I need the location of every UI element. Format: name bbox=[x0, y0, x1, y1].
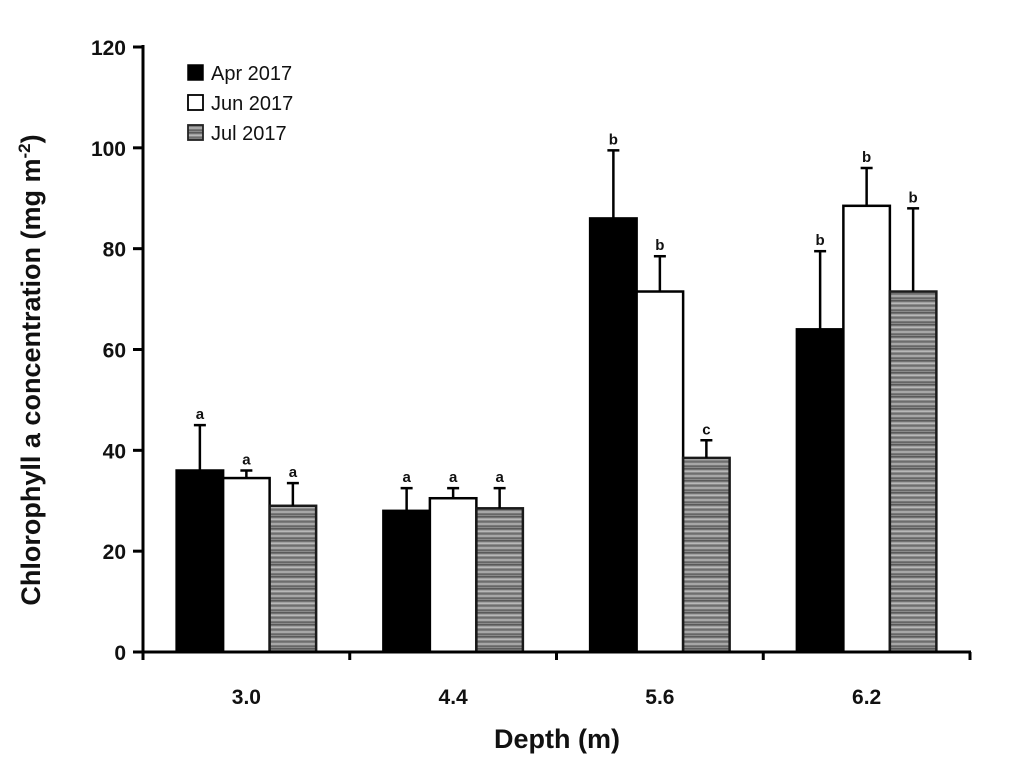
y-tick-label: 20 bbox=[103, 541, 126, 564]
y-tick-label: 80 bbox=[103, 239, 126, 262]
y-ticks: 0 20 40 60 80 100 120 bbox=[91, 37, 143, 665]
sig-label-apr-2017-4-4: a bbox=[402, 469, 411, 486]
legend: Apr 2017 Jun 2017 Jul 2017 bbox=[187, 63, 293, 145]
sig-label-jun-2017-4-4: a bbox=[449, 469, 458, 486]
sig-label-apr-2017-3-0: a bbox=[196, 406, 205, 423]
significance-labels: a a a a a a b b c b b b bbox=[196, 131, 918, 486]
bar-jul-2017-4-4 bbox=[475, 507, 525, 654]
sig-label-jul-2017-4-4: a bbox=[495, 469, 504, 486]
legend-label-apr-2017: Apr 2017 bbox=[211, 63, 292, 85]
bar-apr-2017-6-2 bbox=[795, 328, 845, 654]
sig-label-jul-2017-6-2: b bbox=[909, 189, 918, 206]
sig-label-jun-2017-5-6: b bbox=[655, 237, 664, 254]
x-tick-label: 6.2 bbox=[852, 686, 881, 709]
bar-apr-2017-3-0 bbox=[175, 469, 225, 654]
bar-apr-2017-5-6 bbox=[588, 217, 638, 654]
bar-jul-2017-5-6 bbox=[681, 456, 731, 654]
bar-apr-2017-4-4 bbox=[382, 509, 432, 654]
x-tick-label: 5.6 bbox=[645, 686, 674, 709]
legend-swatch-jul-2017 bbox=[187, 124, 204, 141]
y-axis-title: Chlorophyll a concentration (mg m-2) bbox=[15, 134, 46, 605]
y-tick-label: 0 bbox=[114, 642, 126, 665]
sig-label-jun-2017-6-2: b bbox=[862, 149, 871, 166]
sig-label-jul-2017-5-6: c bbox=[702, 421, 710, 438]
sig-label-apr-2017-5-6: b bbox=[609, 131, 618, 148]
sig-label-apr-2017-6-2: b bbox=[816, 232, 825, 249]
sig-label-jul-2017-3-0: a bbox=[289, 464, 298, 481]
legend-label-jul-2017: Jul 2017 bbox=[211, 123, 287, 145]
bar-jul-2017-3-0 bbox=[268, 504, 318, 654]
legend-item-jun-2017: Jun 2017 bbox=[187, 93, 293, 115]
bar-jul-2017-6-2 bbox=[888, 290, 938, 654]
legend-swatch-jun-2017 bbox=[187, 94, 204, 111]
y-tick-label: 100 bbox=[91, 138, 126, 161]
x-axis-title: Depth (m) bbox=[494, 724, 620, 754]
bar-jun-2017-3-0 bbox=[221, 476, 271, 654]
axes: 0 20 40 60 80 100 120 3.0 4.4 5.6 6.2 bbox=[91, 37, 972, 709]
x-ticks: 3.0 4.4 5.6 6.2 bbox=[141, 652, 972, 709]
legend-label-jun-2017: Jun 2017 bbox=[211, 93, 293, 115]
x-tick-label: 4.4 bbox=[439, 686, 469, 709]
legend-item-jul-2017: Jul 2017 bbox=[187, 123, 287, 145]
bar-jun-2017-6-2 bbox=[842, 204, 892, 654]
x-tick-label: 3.0 bbox=[232, 686, 261, 709]
bar-jun-2017-5-6 bbox=[635, 290, 685, 654]
y-tick-label: 40 bbox=[103, 440, 126, 463]
y-tick-label: 120 bbox=[91, 37, 126, 60]
legend-item-apr-2017: Apr 2017 bbox=[187, 63, 292, 85]
sig-label-jun-2017-3-0: a bbox=[242, 452, 251, 469]
legend-swatch-apr-2017 bbox=[187, 64, 204, 81]
y-tick-label: 60 bbox=[103, 340, 126, 363]
bar-jun-2017-4-4 bbox=[428, 496, 478, 654]
error-bars bbox=[193, 149, 920, 511]
bars bbox=[175, 204, 938, 654]
